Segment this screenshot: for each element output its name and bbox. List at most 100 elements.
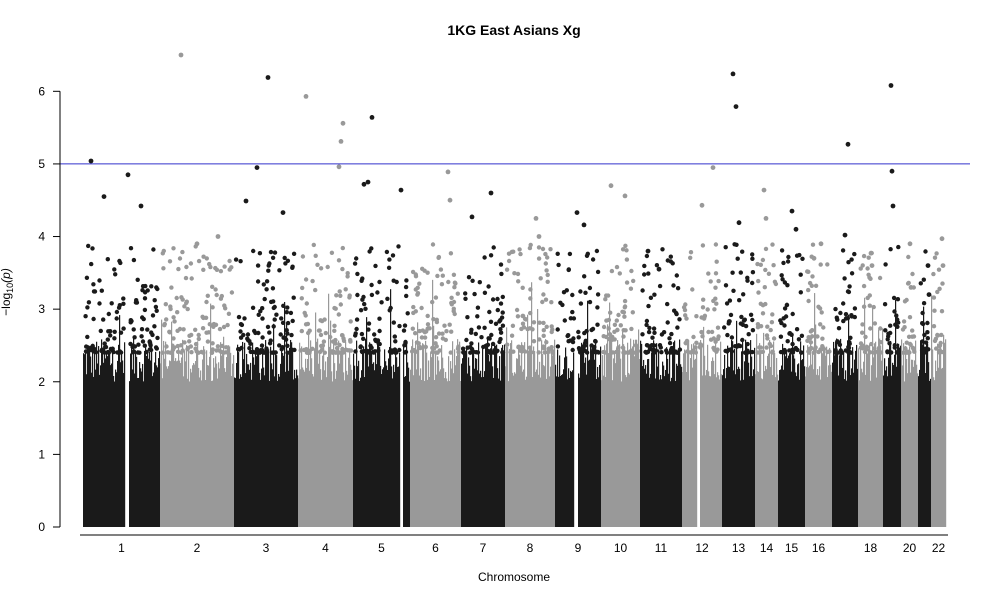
chromosome-1-points bbox=[83, 158, 161, 527]
point-cluster bbox=[657, 366, 659, 527]
data-point bbox=[644, 253, 650, 259]
data-point bbox=[359, 278, 364, 283]
data-point bbox=[932, 255, 938, 260]
point-cluster bbox=[312, 374, 314, 527]
point-cluster bbox=[243, 359, 245, 527]
data-point bbox=[498, 262, 504, 267]
data-point bbox=[154, 308, 159, 313]
data-point bbox=[684, 316, 689, 321]
point-cluster bbox=[368, 366, 370, 527]
data-point bbox=[433, 295, 439, 300]
x-tick-label: 9 bbox=[575, 541, 582, 555]
data-point bbox=[343, 347, 349, 352]
data-point bbox=[152, 324, 157, 329]
point-cluster bbox=[556, 376, 558, 527]
data-point bbox=[139, 327, 145, 332]
chromosome-11-points bbox=[640, 247, 683, 527]
point-cluster bbox=[739, 368, 741, 527]
point-cluster bbox=[715, 340, 717, 527]
chromosome-20-points bbox=[900, 241, 919, 527]
data-point bbox=[117, 303, 123, 308]
data-point bbox=[920, 310, 925, 316]
point-cluster bbox=[616, 347, 618, 527]
peak-point bbox=[761, 187, 767, 193]
point-cluster bbox=[482, 345, 484, 527]
point-cluster bbox=[228, 345, 230, 527]
data-point bbox=[609, 268, 615, 274]
data-point bbox=[868, 326, 873, 331]
data-point bbox=[209, 350, 215, 355]
data-point bbox=[486, 336, 491, 341]
data-point bbox=[328, 334, 333, 340]
point-cluster bbox=[854, 359, 856, 527]
data-point bbox=[737, 298, 742, 303]
point-cluster bbox=[360, 377, 362, 527]
data-point bbox=[334, 345, 340, 351]
data-point bbox=[612, 329, 617, 334]
data-point bbox=[847, 284, 852, 289]
y-tick-label: 5 bbox=[38, 157, 45, 171]
data-point bbox=[910, 271, 915, 277]
data-point bbox=[869, 341, 874, 347]
point-cluster bbox=[800, 341, 802, 527]
point-cluster bbox=[262, 347, 264, 527]
data-point bbox=[144, 349, 149, 355]
data-point bbox=[121, 301, 126, 306]
point-cluster bbox=[783, 369, 785, 527]
point-cluster bbox=[424, 381, 426, 527]
data-point bbox=[515, 271, 521, 277]
data-point bbox=[149, 284, 154, 289]
data-point bbox=[512, 271, 517, 276]
point-cluster bbox=[485, 343, 487, 527]
data-point bbox=[542, 350, 547, 355]
point-cluster bbox=[827, 377, 829, 527]
point-cluster bbox=[671, 377, 673, 527]
point-cluster bbox=[257, 353, 259, 527]
data-point bbox=[523, 317, 529, 322]
data-point bbox=[213, 265, 218, 271]
y-axis-label-tail: (p) bbox=[0, 268, 13, 283]
point-cluster bbox=[582, 344, 584, 527]
data-point bbox=[505, 342, 510, 347]
point-cluster bbox=[499, 356, 501, 527]
point-cluster bbox=[705, 375, 707, 527]
point-cluster bbox=[345, 341, 347, 527]
data-point bbox=[665, 301, 670, 307]
point-cluster bbox=[263, 367, 265, 527]
data-point bbox=[764, 345, 769, 350]
data-point bbox=[300, 285, 305, 291]
point-cluster bbox=[471, 381, 473, 527]
point-cluster bbox=[374, 370, 376, 527]
data-point bbox=[436, 254, 442, 260]
data-point bbox=[872, 321, 878, 326]
point-cluster bbox=[837, 351, 839, 527]
point-cluster bbox=[154, 362, 156, 527]
peak-point bbox=[868, 250, 874, 256]
data-point bbox=[89, 348, 94, 353]
data-point bbox=[583, 290, 588, 295]
data-point bbox=[118, 350, 124, 355]
point-cluster bbox=[355, 378, 357, 527]
data-point bbox=[430, 299, 435, 305]
point-cluster bbox=[277, 380, 279, 527]
point-cluster bbox=[97, 363, 99, 527]
data-point bbox=[587, 299, 593, 305]
x-tick-label: 10 bbox=[614, 541, 628, 555]
point-cluster bbox=[856, 344, 858, 527]
point-cluster bbox=[914, 360, 916, 527]
point-cluster bbox=[448, 356, 450, 527]
data-point bbox=[867, 293, 872, 298]
data-point bbox=[213, 287, 218, 292]
point-cluster bbox=[161, 319, 163, 527]
data-point bbox=[516, 279, 521, 284]
data-point bbox=[310, 346, 315, 351]
point-cluster bbox=[507, 346, 509, 527]
data-point bbox=[142, 296, 148, 301]
data-point bbox=[323, 330, 328, 336]
data-point bbox=[444, 329, 449, 334]
point-cluster bbox=[175, 358, 177, 527]
point-cluster bbox=[181, 357, 183, 527]
point-cluster bbox=[924, 348, 926, 527]
point-cluster bbox=[297, 375, 299, 527]
point-cluster bbox=[433, 325, 435, 527]
